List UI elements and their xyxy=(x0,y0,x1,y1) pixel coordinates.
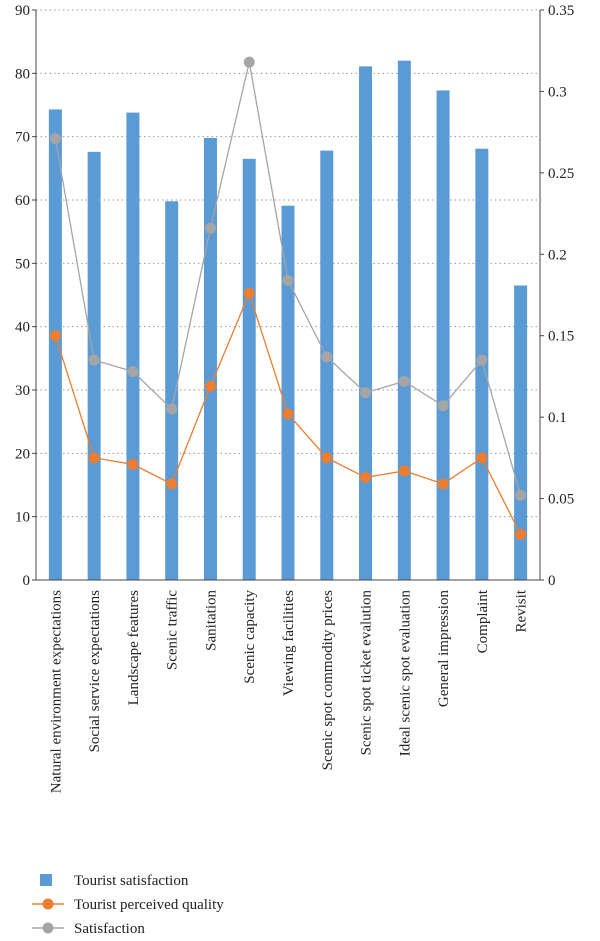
legend-marker xyxy=(42,922,54,934)
x-category-label: Scenic capacity xyxy=(242,590,258,684)
data-point xyxy=(204,380,216,392)
y-right-tick-label: 0.3 xyxy=(548,84,567,100)
y-right-tick-label: 0.2 xyxy=(548,247,567,263)
data-point xyxy=(360,471,372,483)
bar xyxy=(397,60,411,580)
data-point xyxy=(515,489,527,501)
bar xyxy=(126,112,140,580)
legend-item: Satisfaction xyxy=(32,921,145,937)
legend: Tourist satisfaction Tourist perceived qu… xyxy=(32,873,224,937)
x-category-label: Complaint xyxy=(475,589,491,653)
legend-label: Tourist satisfaction xyxy=(74,873,189,889)
data-point xyxy=(127,366,139,378)
x-category-label: General impression xyxy=(436,590,452,708)
y-right-tick-label: 0.1 xyxy=(548,410,567,426)
data-point xyxy=(437,400,449,412)
x-category-label: Ideal scenic spot evaluation xyxy=(397,590,413,757)
x-category-label: Scenic traffic xyxy=(165,590,181,670)
y-left-tick-label: 30 xyxy=(15,383,30,399)
legend-item: Tourist perceived quality xyxy=(32,897,224,913)
bar xyxy=(359,66,373,580)
legend-label: Satisfaction xyxy=(74,921,145,937)
y-right-tick-label: 0 xyxy=(548,573,556,589)
x-category-label: Viewing facilities xyxy=(281,590,297,696)
bar xyxy=(87,151,101,580)
data-point xyxy=(282,274,294,286)
bar xyxy=(203,137,217,580)
data-point xyxy=(437,478,449,490)
y-left-tick-label: 40 xyxy=(15,320,30,336)
bar xyxy=(320,150,334,580)
x-category-label: Sanitation xyxy=(203,590,219,651)
y-right-tick-label: 0.25 xyxy=(548,166,574,182)
legend-label: Tourist perceived quality xyxy=(74,897,224,913)
data-point xyxy=(398,375,410,387)
bar xyxy=(514,285,528,580)
y-left-tick-label: 80 xyxy=(15,66,30,82)
axes: 0 10 20 30 40 50 60 70 80 90 0 0.05 0.1 0.15 0.2 0.25 0.… xyxy=(15,3,574,793)
y-right-tick-label: 0.15 xyxy=(548,329,574,345)
x-category-label: Natural environment expectations xyxy=(48,590,64,793)
data-point xyxy=(476,452,488,464)
x-category-label: Scenic spot ticket evalution xyxy=(359,590,375,756)
data-point xyxy=(127,458,139,470)
y-left-tick-label: 50 xyxy=(15,256,30,272)
x-category-label: Scenic spot commodity prices xyxy=(320,590,336,771)
data-point xyxy=(88,354,100,366)
data-point xyxy=(321,452,333,464)
data-point xyxy=(243,56,255,68)
data-point xyxy=(88,452,100,464)
y-left-tick-label: 20 xyxy=(15,446,30,462)
x-category-label: Social service expectations xyxy=(87,590,103,753)
y-left-tick-label: 60 xyxy=(15,193,30,209)
legend-marker xyxy=(42,898,54,910)
data-point xyxy=(166,403,178,415)
legend-swatch xyxy=(40,874,52,886)
y-right-tick-label: 0.05 xyxy=(548,492,574,508)
y-left-tick-label: 10 xyxy=(15,510,30,526)
data-point xyxy=(166,478,178,490)
data-point xyxy=(360,387,372,399)
data-point xyxy=(515,528,527,540)
bar xyxy=(48,109,62,580)
data-point xyxy=(204,222,216,234)
data-point xyxy=(476,354,488,366)
data-point xyxy=(49,133,61,145)
y-left-tick-label: 0 xyxy=(23,573,31,589)
y-right-tick-label: 0.35 xyxy=(548,3,574,19)
x-category-label: Revisit xyxy=(514,589,530,632)
legend-item: Tourist satisfaction xyxy=(40,873,189,889)
data-point xyxy=(398,465,410,477)
bar xyxy=(436,90,450,580)
data-point xyxy=(282,408,294,420)
bar xyxy=(242,158,256,581)
bar-series-tourist-satisfaction xyxy=(48,60,528,581)
bar xyxy=(281,205,295,580)
y-left-tick-label: 90 xyxy=(15,3,30,19)
y-left-tick-label: 70 xyxy=(15,130,30,146)
line-series xyxy=(49,56,527,540)
data-point xyxy=(49,330,61,342)
data-point xyxy=(243,287,255,299)
data-point xyxy=(321,351,333,363)
x-category-label: Landscape features xyxy=(126,590,142,706)
